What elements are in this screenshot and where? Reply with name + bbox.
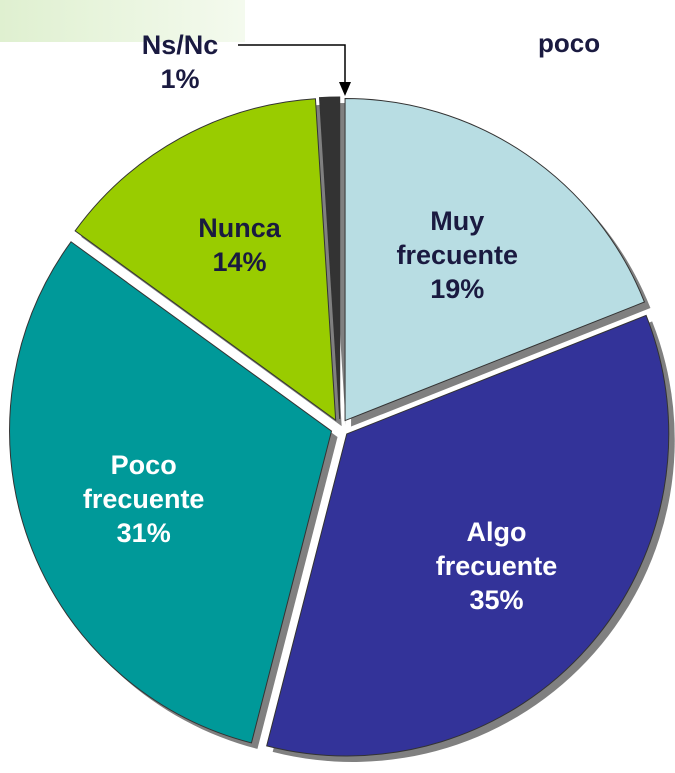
category-label: Nunca: [198, 213, 281, 244]
leader-line: [238, 44, 346, 92]
category-label: Algo frecuente: [435, 516, 558, 581]
pie-slice: [266, 314, 670, 757]
slice-label: Ns/Nc 1%: [95, 28, 265, 96]
slice-label: Nunca 14%: [154, 211, 324, 279]
pie-slice: [9, 241, 333, 744]
value-label: 31%: [116, 517, 171, 548]
value-label: 14%: [212, 247, 267, 278]
pie-slice: [318, 96, 341, 420]
value-label: 1%: [160, 64, 200, 94]
slice-label: Algo frecuente 35%: [412, 515, 582, 617]
chart-title: poco: [538, 28, 601, 58]
pie-slice: [74, 98, 337, 422]
slice-label: Muy frecuente 19%: [372, 204, 542, 306]
category-label: Muy frecuente: [396, 206, 519, 271]
header-band: [0, 0, 245, 42]
category-label: Poco frecuente: [82, 449, 205, 514]
pie-slice: [344, 98, 646, 422]
value-label: 35%: [469, 584, 524, 615]
category-label: Ns/Nc: [141, 30, 219, 60]
leader-arrow: [339, 82, 351, 96]
slice-label: Poco frecuente 31%: [59, 448, 229, 550]
value-label: 19%: [430, 274, 485, 305]
